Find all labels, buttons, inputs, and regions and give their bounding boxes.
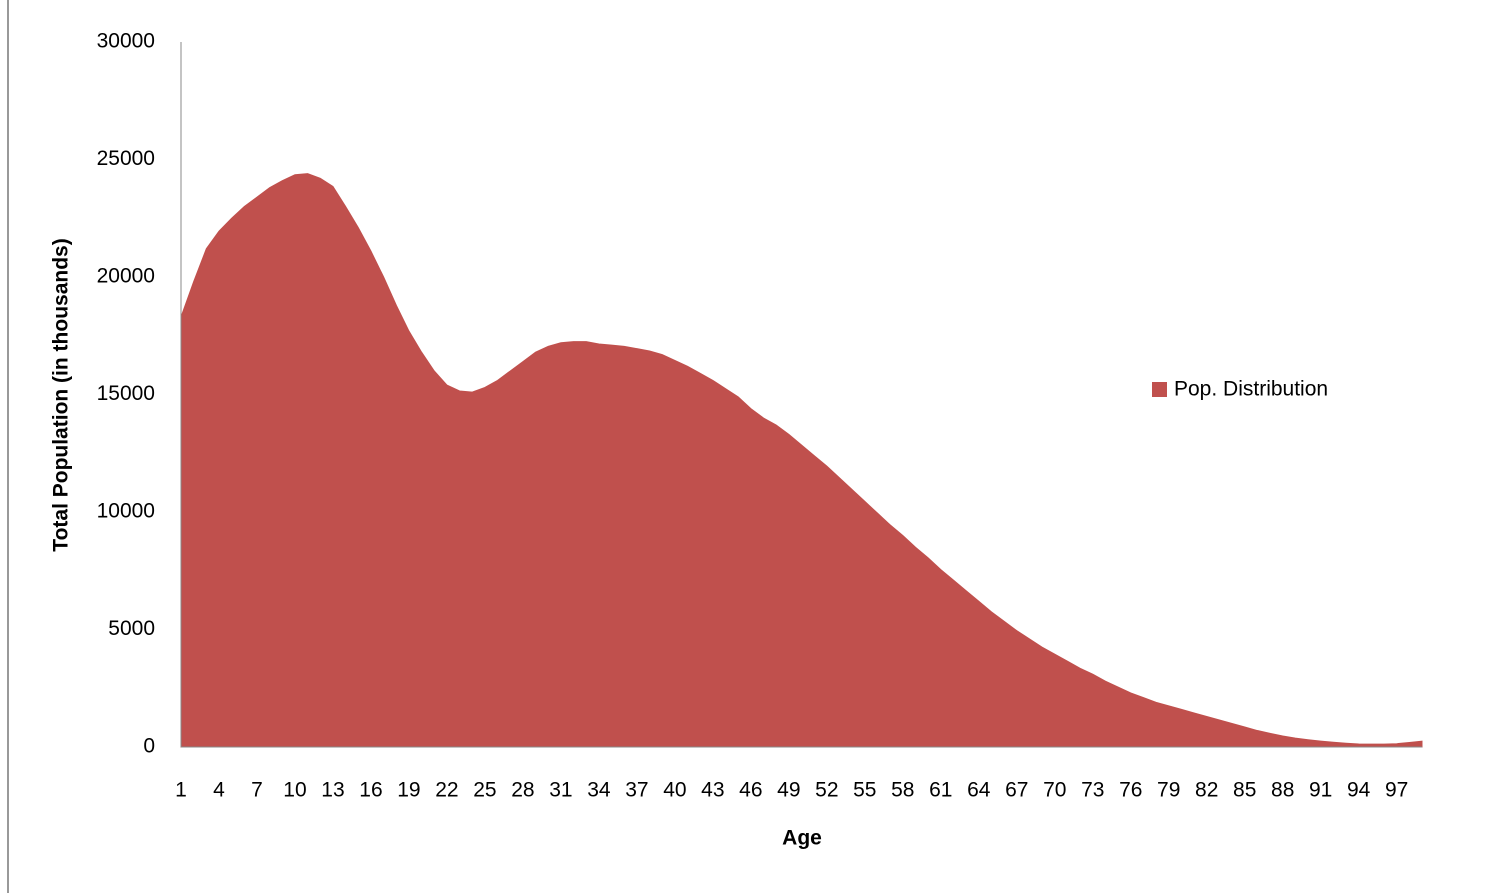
x-tick-label: 40 xyxy=(663,779,686,802)
x-tick-label: 37 xyxy=(625,779,648,802)
y-tick-label: 10000 xyxy=(97,500,155,523)
x-tick-label: 1 xyxy=(175,779,187,802)
y-axis-label: Total Population (in thousands) xyxy=(50,238,73,551)
x-tick-label: 64 xyxy=(967,779,991,802)
x-tick-label: 19 xyxy=(397,779,420,802)
x-tick-label: 31 xyxy=(549,779,572,802)
x-tick-label: 34 xyxy=(587,779,611,802)
x-tick-label: 73 xyxy=(1081,779,1104,802)
x-tick-label: 88 xyxy=(1271,779,1294,802)
y-tick-label: 0 xyxy=(143,735,155,758)
x-tick-label: 22 xyxy=(435,779,458,802)
legend-label: Pop. Distribution xyxy=(1174,378,1328,401)
y-tick-label: 30000 xyxy=(97,30,155,53)
legend-swatch xyxy=(1152,382,1167,397)
x-tick-label: 16 xyxy=(359,779,382,802)
x-tick-label: 4 xyxy=(213,779,225,802)
y-tick-label: 20000 xyxy=(97,265,155,288)
x-tick-label: 49 xyxy=(777,779,800,802)
x-tick-label: 7 xyxy=(251,779,263,802)
x-tick-label: 28 xyxy=(511,779,534,802)
x-tick-label: 61 xyxy=(929,779,952,802)
x-tick-label: 79 xyxy=(1157,779,1180,802)
x-tick-label: 13 xyxy=(321,779,344,802)
x-tick-label: 67 xyxy=(1005,779,1028,802)
x-tick-label: 46 xyxy=(739,779,762,802)
x-tick-label: 76 xyxy=(1119,779,1142,802)
x-tick-label: 43 xyxy=(701,779,724,802)
y-tick-label: 15000 xyxy=(97,382,155,405)
x-tick-label: 55 xyxy=(853,779,876,802)
x-tick-label: 85 xyxy=(1233,779,1256,802)
x-tick-label: 58 xyxy=(891,779,914,802)
x-tick-label: 10 xyxy=(283,779,306,802)
x-tick-label: 25 xyxy=(473,779,496,802)
y-tick-label: 25000 xyxy=(97,147,155,170)
x-axis-label: Age xyxy=(782,827,822,850)
x-tick-label: 82 xyxy=(1195,779,1218,802)
area xyxy=(180,173,1423,748)
x-tick-label: 91 xyxy=(1309,779,1332,802)
x-tick-label: 94 xyxy=(1347,779,1371,802)
x-tick-label: 97 xyxy=(1385,779,1408,802)
x-tick-label: 70 xyxy=(1043,779,1066,802)
x-tick-label: 52 xyxy=(815,779,838,802)
y-tick-label: 5000 xyxy=(108,617,155,640)
